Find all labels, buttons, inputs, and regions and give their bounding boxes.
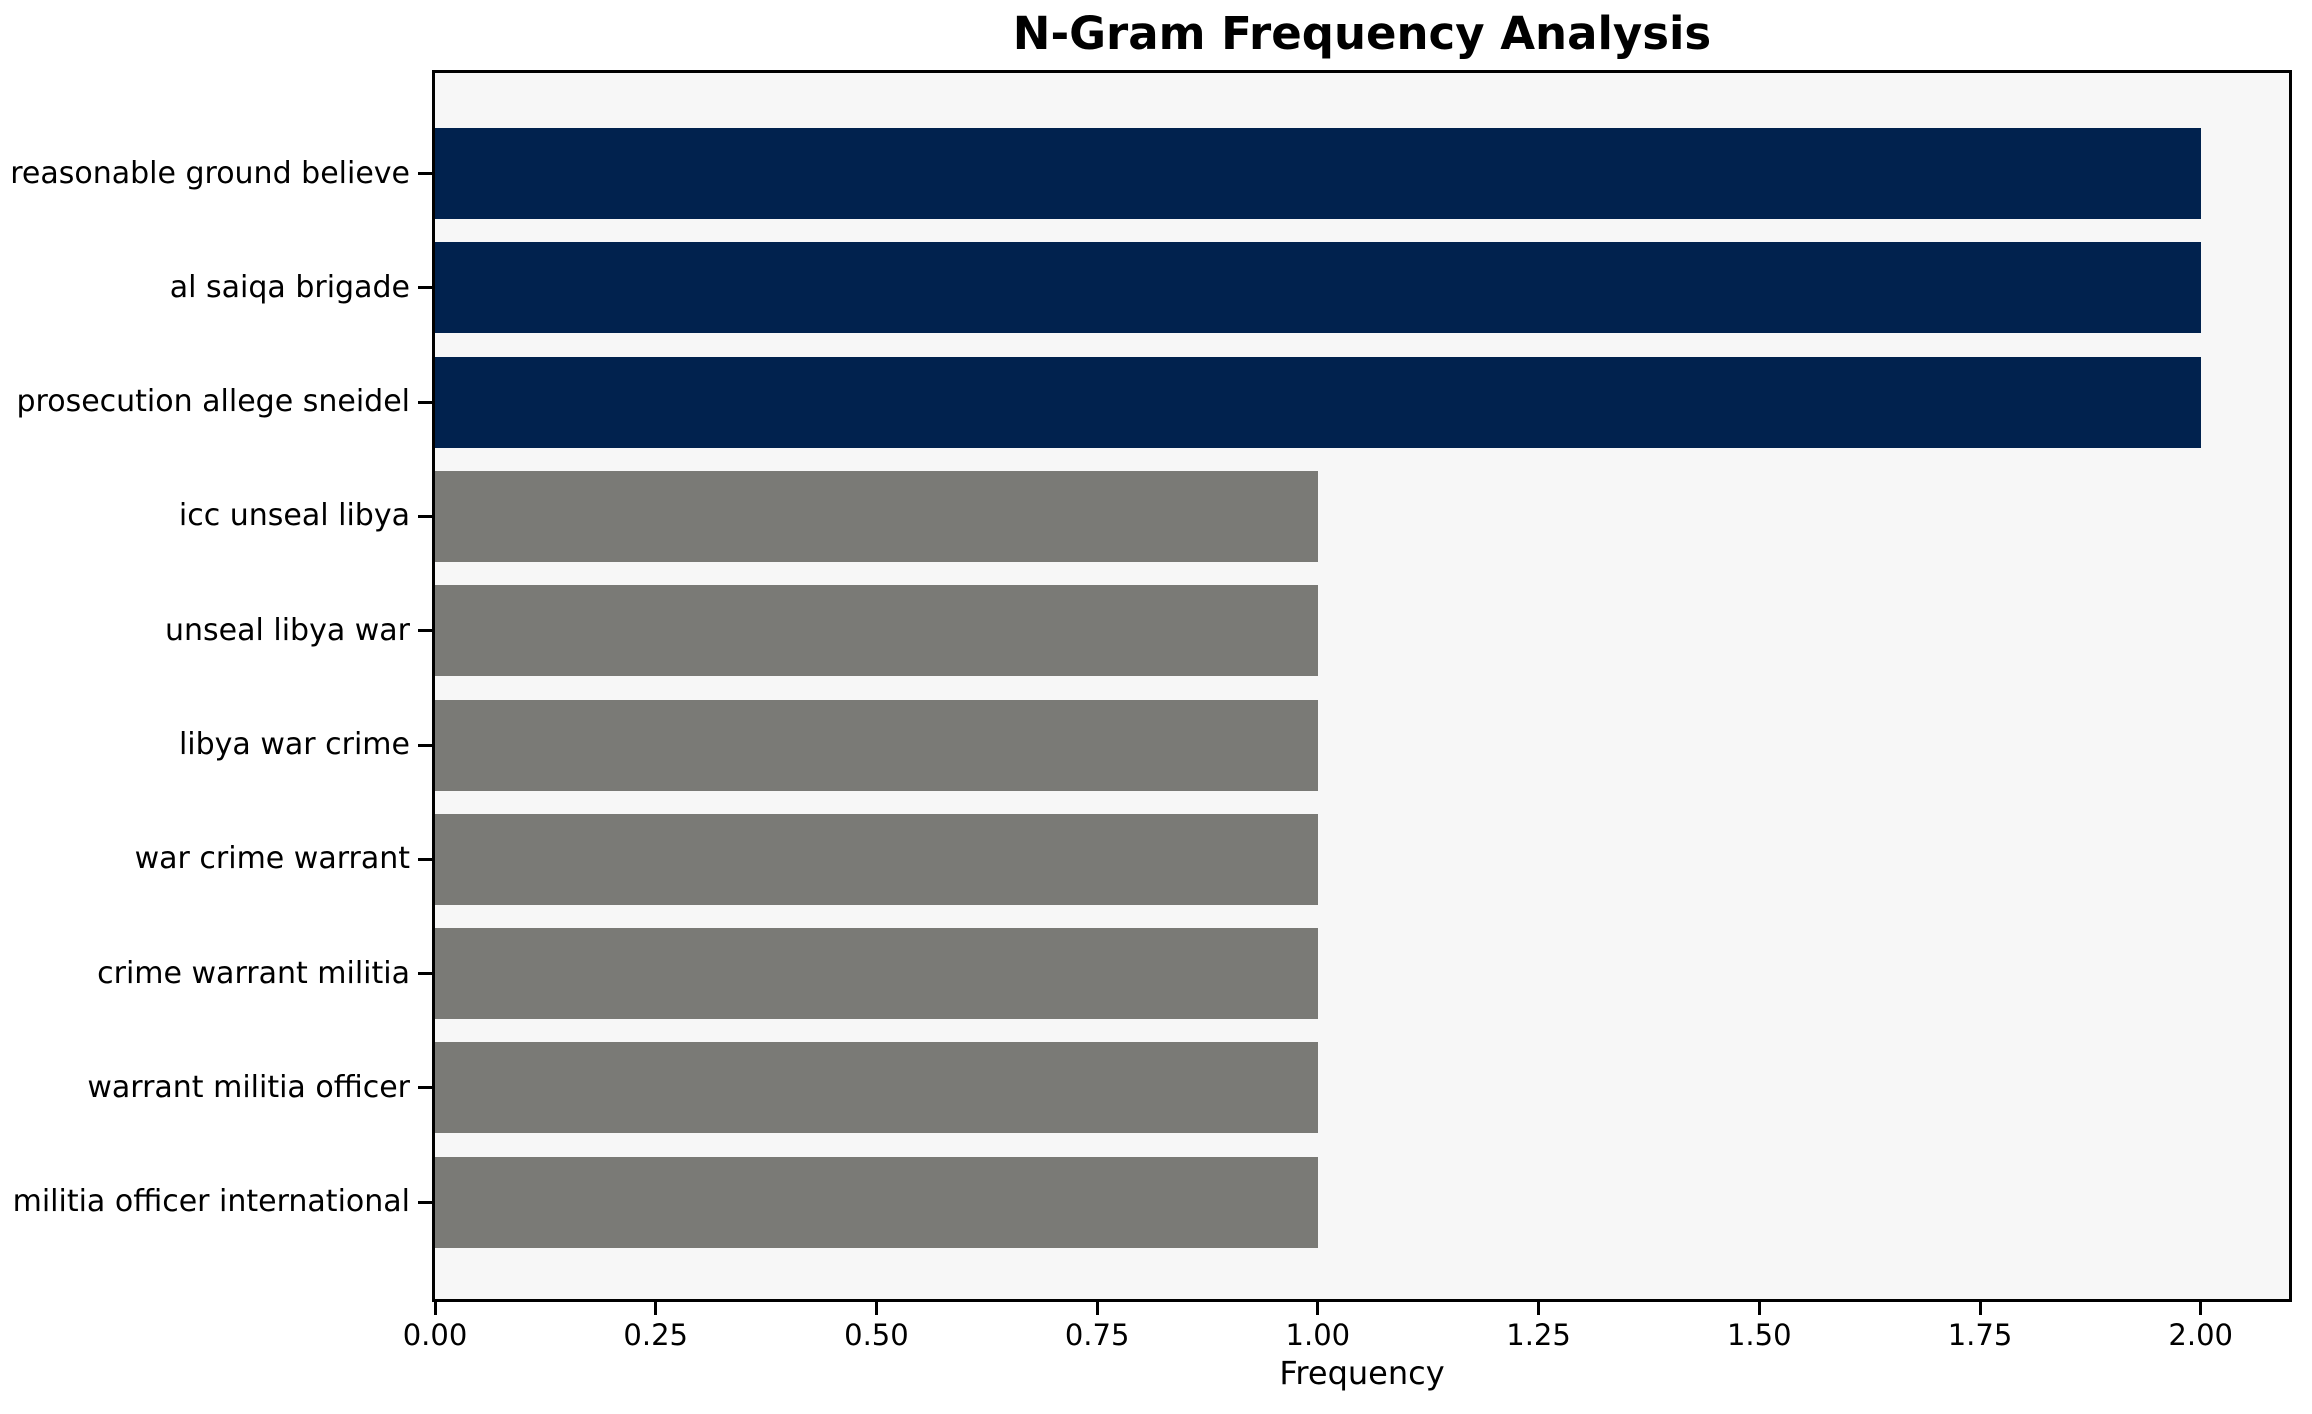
x-tick-label: 2.00: [2168, 1318, 2233, 1352]
x-tick-label: 1.25: [1506, 1318, 1571, 1352]
bar-prosecution-allege-sneidel: [435, 356, 2201, 448]
x-tick-label: 1.75: [1947, 1318, 2013, 1352]
chart-title: N-Gram Frequency Analysis: [1012, 7, 1712, 60]
y-tick-mark: [418, 629, 432, 633]
y-tick-mark: [418, 1200, 432, 1204]
x-tick-mark: [1316, 1302, 1320, 1315]
bar-unseal-libya-war: [435, 585, 1318, 677]
bar-war-crime-warrant: [435, 813, 1318, 905]
y-tick-mark: [418, 172, 432, 175]
x-tick-label: 0.50: [844, 1318, 909, 1352]
bar-warrant-militia-officer: [435, 1042, 1318, 1134]
y-tick-label: unseal libya war: [164, 612, 410, 648]
y-tick-mark: [418, 743, 432, 747]
x-tick-mark: [1757, 1302, 1761, 1315]
x-tick-mark: [2199, 1302, 2203, 1315]
x-tick-label: 0.75: [1064, 1318, 1130, 1352]
x-tick-mark: [1537, 1302, 1541, 1315]
y-tick-label: al saiqa brigade: [169, 269, 410, 305]
y-tick-mark: [418, 514, 432, 518]
bar-icc-unseal-libya: [435, 470, 1318, 562]
x-axis-label: Frequency: [1279, 1354, 1445, 1392]
y-tick-label: crime warrant militia: [97, 955, 410, 991]
x-tick-label: 1.50: [1726, 1318, 1792, 1352]
x-tick-mark: [874, 1302, 878, 1315]
y-tick-label: libya war crime: [178, 727, 410, 762]
y-tick-mark: [418, 286, 432, 290]
x-tick-label: 0.25: [623, 1318, 688, 1352]
x-tick-mark: [1978, 1302, 1982, 1315]
y-tick-mark: [418, 972, 432, 976]
bar-crime-warrant-militia: [435, 928, 1318, 1020]
x-tick-mark: [654, 1302, 658, 1315]
x-tick-label: 1.00: [1285, 1318, 1351, 1352]
y-tick-label: warrant militia officer: [87, 1069, 410, 1105]
x-tick-mark: [433, 1302, 437, 1315]
bar-reasonable-ground-believe: [435, 128, 2201, 219]
y-tick-mark: [418, 400, 432, 404]
y-tick-label: icc unseal libya: [178, 498, 410, 534]
bar-militia-officer-international: [435, 1156, 1318, 1248]
x-tick-label: 0.00: [402, 1318, 468, 1352]
y-tick-label: prosecution allege sneidel: [16, 384, 411, 420]
y-tick-label: militia officer international: [12, 1184, 410, 1220]
bar-libya-war-crime: [435, 699, 1318, 791]
x-tick-mark: [1095, 1302, 1099, 1315]
plot-area: [432, 70, 2292, 1302]
bar-al-saiqa-brigade: [435, 242, 2201, 334]
y-tick-label: reasonable ground believe: [10, 155, 410, 191]
y-tick-mark: [418, 857, 432, 861]
y-tick-mark: [418, 1086, 432, 1090]
y-tick-label: war crime warrant: [134, 841, 410, 877]
